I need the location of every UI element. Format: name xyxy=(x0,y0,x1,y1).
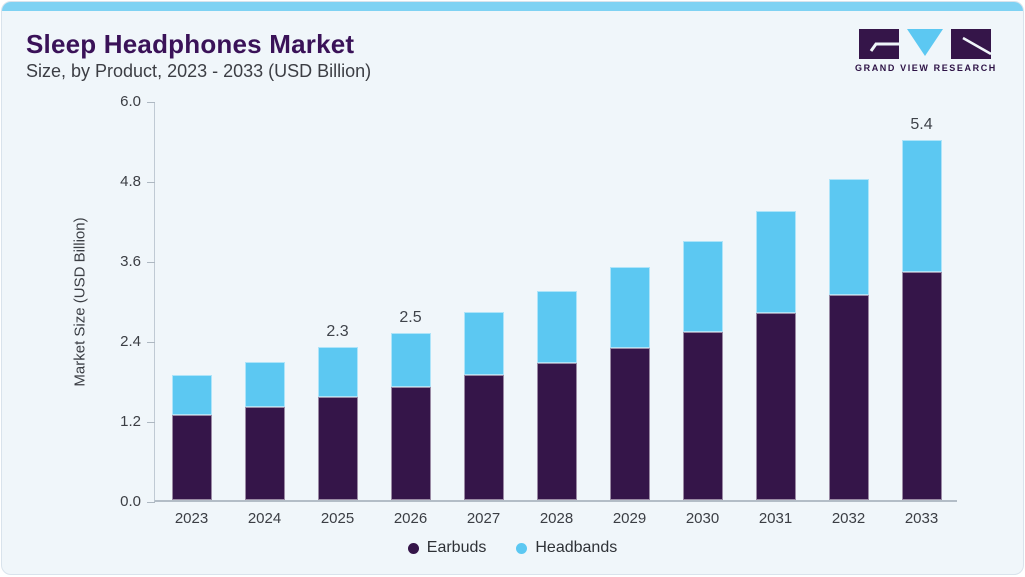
bar-segment-earbuds-2029[interactable] xyxy=(609,348,650,500)
bar-total-label-2026: 2.5 xyxy=(399,309,422,327)
y-axis-tick-label: 3.6 xyxy=(120,253,141,270)
x-axis-label-2026: 2026 xyxy=(393,510,428,527)
x-axis-label-2025: 2025 xyxy=(320,510,355,527)
y-axis-tick-label: 1.2 xyxy=(120,413,141,430)
y-axis-tick xyxy=(147,341,155,343)
bar-total-label-2033: 5.4 xyxy=(910,116,933,133)
y-axis-tick xyxy=(147,421,155,423)
legend-item-headbands[interactable]: Headbands xyxy=(516,539,617,557)
bar-group-2030 xyxy=(682,102,723,500)
x-axis-label-2023: 2023 xyxy=(174,510,209,527)
bar-segment-headbands-2031[interactable] xyxy=(755,211,796,314)
bar-group-2033 xyxy=(901,102,942,500)
bar-segment-earbuds-2033[interactable] xyxy=(901,272,942,500)
bar-segment-headbands-2029[interactable] xyxy=(609,267,650,348)
y-axis-title: Market Size (USD Billion) xyxy=(71,217,89,387)
x-axis-label-2028: 2028 xyxy=(539,510,574,527)
gvr-logo-shapes xyxy=(859,29,991,59)
y-axis-tick-label: 2.4 xyxy=(120,333,141,350)
y-axis-tick-label: 6.0 xyxy=(120,93,141,110)
bar-segment-earbuds-2028[interactable] xyxy=(536,362,577,500)
top-accent-bar xyxy=(2,2,1023,11)
bar-group-2028 xyxy=(536,102,577,500)
y-axis-tick xyxy=(147,501,155,503)
x-axis-label-2030: 2030 xyxy=(685,510,720,527)
bar-total-label-2025: 2.3 xyxy=(326,322,349,340)
bar-segment-headbands-2027[interactable] xyxy=(463,312,504,375)
bar-segment-earbuds-2032[interactable] xyxy=(828,294,869,500)
x-axis-label-2032: 2032 xyxy=(831,510,866,527)
y-axis-tick-label: 4.8 xyxy=(120,173,141,190)
bar-group-2032 xyxy=(828,102,869,500)
bar-segment-earbuds-2027[interactable] xyxy=(463,374,504,500)
legend: Earbuds Headbands xyxy=(2,539,1023,557)
x-axis-label-2029: 2029 xyxy=(612,510,647,527)
x-axis-label-2027: 2027 xyxy=(466,510,501,527)
y-axis-tick xyxy=(147,261,155,263)
bar-segment-earbuds-2023[interactable] xyxy=(171,414,212,500)
x-axis-label-2024: 2024 xyxy=(247,510,282,527)
legend-label-earbuds: Earbuds xyxy=(426,539,487,556)
bar-group-2026 xyxy=(390,102,431,500)
bar-group-2029 xyxy=(609,102,650,500)
gvr-logo: GRAND VIEW RESEARCH xyxy=(855,29,995,73)
bar-group-2025 xyxy=(317,102,358,500)
bar-segment-headbands-2025[interactable] xyxy=(317,346,358,398)
bar-segment-headbands-2023[interactable] xyxy=(171,374,212,415)
legend-dot-earbuds xyxy=(407,542,419,554)
bar-segment-headbands-2033[interactable] xyxy=(901,140,942,272)
bar-segment-headbands-2030[interactable] xyxy=(682,241,723,332)
legend-item-earbuds[interactable]: Earbuds xyxy=(407,539,487,557)
logo-g-notch xyxy=(869,42,899,52)
bar-segment-earbuds-2025[interactable] xyxy=(317,397,358,500)
bar-group-2027 xyxy=(463,102,504,500)
y-axis-tick xyxy=(147,101,155,103)
x-axis-label-2033: 2033 xyxy=(904,510,939,527)
bar-segment-earbuds-2026[interactable] xyxy=(390,386,431,500)
bar-group-2024 xyxy=(244,102,285,500)
logo-v-triangle-icon xyxy=(907,29,943,56)
bar-segment-earbuds-2030[interactable] xyxy=(682,332,723,500)
logo-r-slash xyxy=(962,36,991,56)
bar-group-2023 xyxy=(171,102,212,500)
legend-dot-headbands xyxy=(516,542,528,554)
bar-segment-headbands-2028[interactable] xyxy=(536,290,577,363)
bar-segment-earbuds-2031[interactable] xyxy=(755,313,796,500)
legend-label-headbands: Headbands xyxy=(535,539,618,556)
logo-text: GRAND VIEW RESEARCH xyxy=(855,63,997,73)
x-axis-label-2031: 2031 xyxy=(758,510,793,527)
page-subtitle: Size, by Product, 2023 - 2033 (USD Billi… xyxy=(26,61,372,81)
y-axis-tick-label: 0.0 xyxy=(120,493,141,510)
bar-segment-headbands-2032[interactable] xyxy=(828,178,869,295)
bar-segment-headbands-2026[interactable] xyxy=(390,333,431,387)
plot-area: 0.0 1.2 2.4 3.6 4.8 6.0 2023 2024 2025 2.3 2026 2.5… xyxy=(120,93,957,527)
bar-segment-headbands-2024[interactable] xyxy=(244,362,285,407)
bar-segment-earbuds-2024[interactable] xyxy=(244,406,285,500)
bar-group-2031 xyxy=(755,102,796,500)
page-title: Sleep Headphones Market xyxy=(26,29,355,59)
y-axis-tick xyxy=(147,181,155,183)
